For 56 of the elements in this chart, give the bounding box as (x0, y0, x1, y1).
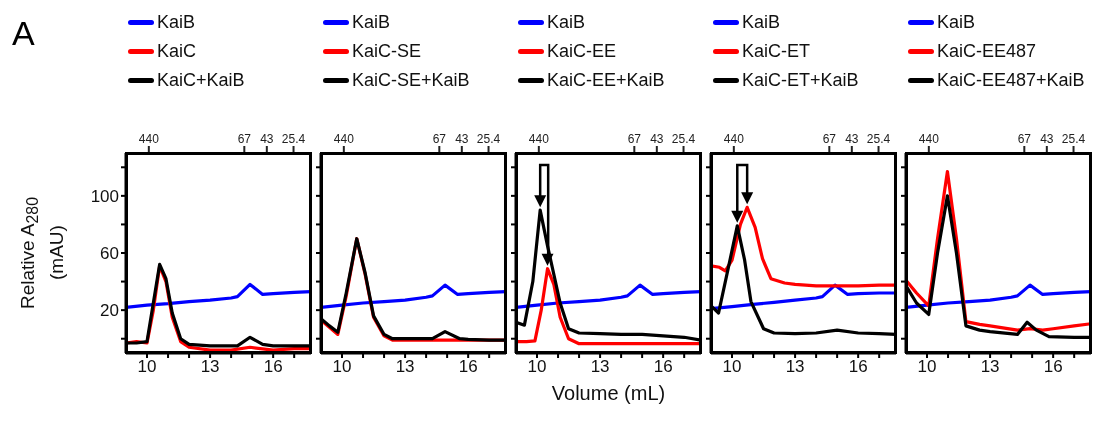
x-tick-label: 13 (200, 357, 220, 377)
x2-tick-label: 25.4 (671, 132, 696, 146)
legend-label: KaiC-EE+KaiB (547, 69, 665, 92)
x2-tick-label: 67 (627, 132, 642, 146)
legend-label: KaiC-EE487 (937, 40, 1037, 63)
x-tick-label: 13 (785, 357, 805, 377)
x-tick-label: 10 (722, 357, 742, 377)
x-tick-label: 10 (137, 357, 157, 377)
legend-label: KaiC-EE (547, 40, 617, 63)
text: A (12, 14, 35, 53)
y-tick-label: 100 (90, 186, 119, 206)
legend-label: KaiC-ET+KaiB (742, 69, 859, 92)
x2-tick-label: 25.4 (1061, 132, 1086, 146)
y-tick-label: 20 (100, 301, 119, 321)
x-tick-label: 16 (848, 357, 868, 377)
legend-label: KaiB (352, 11, 391, 34)
x2-tick-label: 440 (723, 132, 745, 146)
legend-label: KaiC-SE+KaiB (352, 69, 470, 92)
x-tick-label: 16 (458, 357, 478, 377)
x-tick-label: 13 (980, 357, 1000, 377)
x2-tick-label: 67 (1017, 132, 1032, 146)
legend-label: KaiC-EE487+KaiB (937, 69, 1085, 92)
x-tick-label: 13 (590, 357, 610, 377)
x-tick-label: 16 (653, 357, 673, 377)
x2-tick-label: 67 (237, 132, 252, 146)
x2-tick-label: 43 (260, 132, 274, 146)
legend-label: KaiC+KaiB (157, 69, 245, 92)
x2-tick-label: 25.4 (281, 132, 306, 146)
line-series (126, 282, 311, 309)
y-tick-label: 60 (100, 244, 119, 264)
x2-tick-label: 440 (528, 132, 550, 146)
x2-tick-label: 440 (138, 132, 160, 146)
x-tick-label: 16 (1043, 357, 1063, 377)
x2-tick-label: 440 (333, 132, 355, 146)
x-tick-label: 10 (332, 357, 352, 377)
x-tick-label: 10 (917, 357, 937, 377)
legend-label: KaiB (157, 11, 196, 34)
legend-label: KaiB (547, 11, 586, 34)
x-axis-title: Volume (mL) (550, 382, 667, 405)
x2-tick-label: 25.4 (866, 132, 891, 146)
x2-tick-label: 67 (432, 132, 447, 146)
legend-label: KaiB (937, 11, 976, 34)
x2-tick-label: 43 (455, 132, 469, 146)
legend-label: KaiC (157, 40, 197, 63)
x2-tick-label: 43 (650, 132, 664, 146)
x2-tick-label: 440 (918, 132, 940, 146)
legend-label: KaiC-ET (742, 40, 811, 63)
x2-tick-label: 43 (1040, 132, 1054, 146)
x-tick-label: 10 (527, 357, 547, 377)
x-tick-label: 16 (263, 357, 283, 377)
x2-tick-label: 43 (845, 132, 859, 146)
legend-label: KaiB (742, 11, 781, 34)
legend-label: KaiC-SE (352, 40, 422, 63)
x2-tick-label: 67 (822, 132, 837, 146)
x-tick-label: 13 (395, 357, 415, 377)
x2-tick-label: 25.4 (476, 132, 501, 146)
